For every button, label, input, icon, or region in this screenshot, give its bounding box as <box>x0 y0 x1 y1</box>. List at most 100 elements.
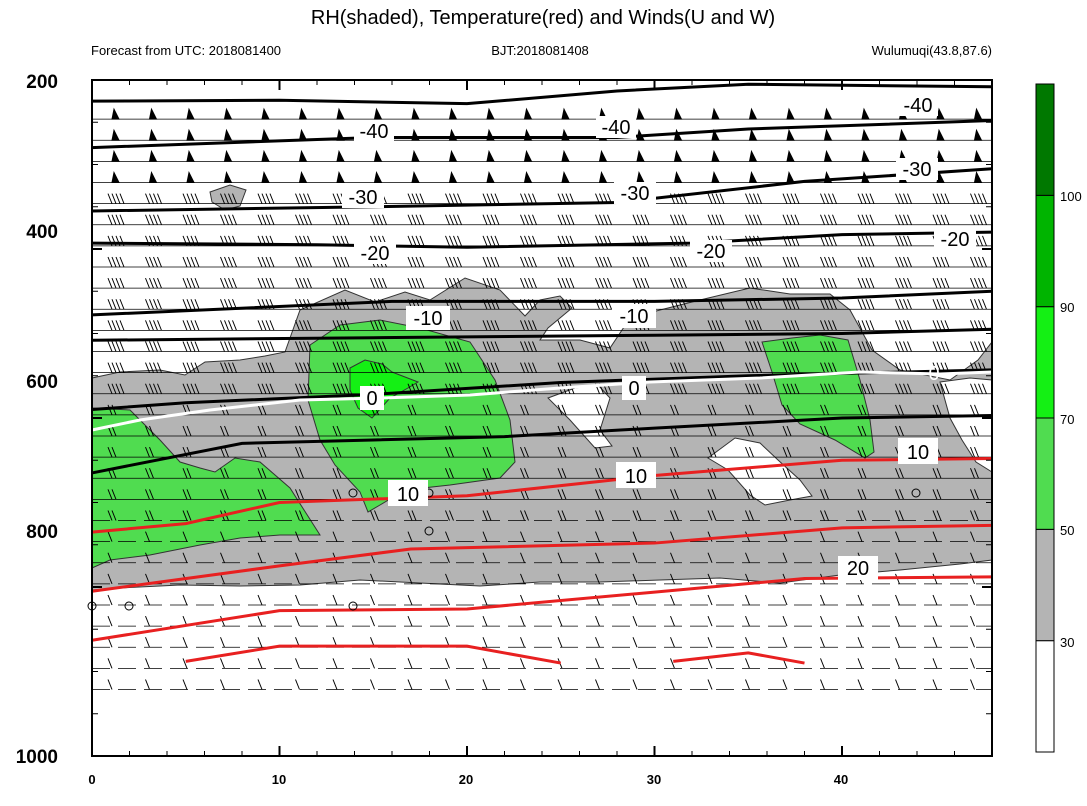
wind-barb-tick <box>295 658 300 669</box>
wind-barb-tick <box>707 489 713 500</box>
wind-barb-tick <box>899 404 904 416</box>
wind-barb-tick <box>782 679 788 690</box>
wind-barb-tick <box>749 193 754 204</box>
wind-barb-flag <box>786 107 795 120</box>
wind-barb-tick <box>682 256 687 268</box>
wind-barb-tick <box>111 425 117 437</box>
wind-barb-tick <box>557 573 563 585</box>
wind-barb-tick <box>445 256 450 268</box>
wind-barb-tick <box>557 214 563 225</box>
wind-barb-tick <box>982 214 987 225</box>
wind-barb-tick <box>307 341 312 352</box>
wind-barb-tick <box>865 235 871 247</box>
wind-barb-tick <box>303 383 308 394</box>
wind-barb-tick <box>974 510 979 521</box>
wind-barb-flag <box>261 149 270 162</box>
wind-barb-tick <box>824 383 829 394</box>
wind-barb-tick <box>107 510 113 521</box>
wind-barb-tick <box>411 277 417 289</box>
wind-barb-tick <box>407 594 413 606</box>
wind-barb-tick <box>757 320 762 331</box>
wind-barb-tick <box>370 510 375 521</box>
wind-barb-tick <box>903 299 908 310</box>
wind-barb-tick <box>565 341 571 352</box>
wind-barb-tick <box>419 256 425 268</box>
wind-barb-tick <box>678 277 683 289</box>
wind-barb-tick <box>707 362 713 373</box>
wind-barb-tick <box>445 468 450 479</box>
wind-barb-tick <box>482 362 488 373</box>
wind-barb-tick <box>857 341 863 352</box>
wind-barb-tick <box>107 531 113 542</box>
wind-barb-tick <box>786 510 792 521</box>
wind-barb-flag <box>223 128 233 141</box>
wind-barb-tick <box>861 256 867 268</box>
wind-barb-tick <box>707 320 713 331</box>
wind-barb-tick <box>145 425 150 437</box>
wind-barb-tick <box>299 404 304 416</box>
wind-barb-flag <box>448 170 458 183</box>
wind-barb-tick <box>932 256 938 268</box>
wind-barb-tick <box>895 214 900 225</box>
wind-barb-tick <box>644 277 650 289</box>
wind-barb-tick <box>486 256 492 268</box>
wind-barb-tick <box>344 256 350 268</box>
wind-barb-tick <box>832 341 837 352</box>
wind-barb-tick <box>970 299 975 310</box>
wind-barb-tick <box>149 214 154 225</box>
wind-barb-tick <box>824 299 829 310</box>
wind-barb-tick <box>786 383 792 394</box>
wind-barb-tick <box>824 362 829 373</box>
wind-barb-tick <box>524 510 529 521</box>
wind-barb-tick <box>261 510 267 521</box>
wind-barb-tick <box>295 489 300 500</box>
wind-barb-tick <box>670 679 675 690</box>
wind-barb-tick <box>895 615 900 627</box>
wind-barb-tick <box>107 658 113 669</box>
wind-barb-flag <box>973 128 983 141</box>
wind-barb-tick <box>757 193 762 204</box>
wind-barb-tick <box>374 362 379 373</box>
wind-barb-tick <box>757 277 762 289</box>
wind-barb-tick <box>374 277 379 289</box>
wind-barb-tick <box>607 256 612 268</box>
red-contour-line <box>91 457 993 534</box>
wind-barb-tick <box>753 256 758 268</box>
wind-barb-tick <box>674 341 679 352</box>
wind-barb-tick <box>524 341 529 352</box>
wind-barb-tick <box>707 277 713 289</box>
wind-barb-flag <box>148 107 158 120</box>
wind-barb-tick <box>711 214 717 225</box>
wind-barb-tick <box>153 256 158 268</box>
wind-barb-tick <box>603 214 608 225</box>
wind-barb-tick <box>895 637 900 648</box>
wind-barb-tick <box>336 468 342 479</box>
wind-barb-tick <box>224 341 229 352</box>
wind-barb-tick <box>445 658 450 669</box>
wind-barb-tick <box>295 573 300 585</box>
wind-barb-tick <box>895 679 900 690</box>
temperature-contour-line <box>91 327 993 342</box>
wind-barb-tick <box>190 320 196 331</box>
wind-barb-tick <box>861 510 867 521</box>
wind-barb-tick <box>636 510 642 521</box>
wind-barb-tick <box>970 510 975 521</box>
wind-barb-tick <box>411 362 417 373</box>
wind-barb-tick <box>749 256 754 268</box>
wind-barb-tick <box>565 256 571 268</box>
wind-barb-tick <box>895 552 900 563</box>
wind-barb-tick <box>557 446 563 458</box>
colorbar-label: 90 <box>1060 300 1074 315</box>
wind-barb-tick <box>145 531 150 542</box>
wind-barb-tick <box>415 277 421 289</box>
wind-barb-tick <box>936 320 942 331</box>
wind-barb-tick <box>670 277 675 289</box>
wind-barb-flag <box>936 149 945 162</box>
wind-barb-flag <box>561 170 570 183</box>
wind-barb-tick <box>445 446 450 458</box>
wind-barb-tick <box>978 299 983 310</box>
wind-barb-tick <box>970 489 975 500</box>
wind-barb-tick <box>899 489 904 500</box>
wind-barb-tick <box>340 341 346 352</box>
wind-barb-tick <box>299 383 304 394</box>
